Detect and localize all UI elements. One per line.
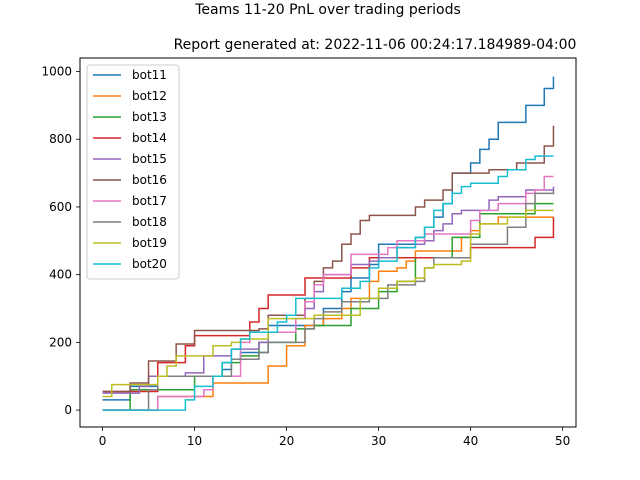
series-line-bot20 (102, 155, 554, 411)
legend-label-bot17: bot17 (132, 194, 167, 208)
x-tick-label: 0 (99, 434, 107, 448)
series-line-bot13 (102, 202, 554, 411)
legend-label-bot16: bot16 (132, 173, 167, 187)
x-tick-label: 40 (463, 434, 478, 448)
y-tick-label: 400 (49, 268, 72, 282)
legend-label-bot19: bot19 (132, 236, 167, 250)
chart-suptitle: Teams 11-20 PnL over trading periods (194, 2, 461, 18)
y-axis: 0 200 400 600 800 1000 (41, 65, 80, 417)
y-tick-label: 0 (64, 403, 72, 417)
legend-label-bot13: bot13 (132, 110, 167, 124)
legend-label-bot15: bot15 (132, 152, 167, 166)
legend-label-bot20: bot20 (132, 257, 167, 271)
series-line-bot16 (102, 125, 555, 393)
x-axis: 0 10 20 30 40 50 (99, 427, 570, 448)
legend-label-bot12: bot12 (132, 89, 167, 103)
x-tick-label: 20 (279, 434, 294, 448)
legend-label-bot14: bot14 (132, 131, 167, 145)
x-tick-label: 50 (555, 434, 570, 448)
series-line-bot19 (102, 209, 554, 398)
legend-label-bot18: bot18 (132, 215, 167, 229)
y-tick-label: 600 (49, 200, 72, 214)
y-tick-label: 800 (49, 132, 72, 146)
chart-title: Report generated at: 2022-11-06 00:24:17… (174, 37, 577, 53)
series-line-bot14 (102, 217, 555, 393)
y-tick-label: 200 (49, 335, 72, 349)
x-tick-label: 30 (371, 434, 386, 448)
x-tick-label: 10 (187, 434, 202, 448)
series-line-bot17 (102, 175, 554, 411)
series-line-bot18 (102, 190, 555, 411)
legend-box (86, 64, 180, 280)
legend-label-bot11: bot11 (132, 68, 167, 82)
legend: bot11 bot12 bot13 bot14 bot15 bot16 bot17 bot18… (86, 64, 180, 280)
y-tick-label: 1000 (41, 65, 72, 79)
plot-area (102, 76, 555, 411)
axes-frame (79, 57, 577, 428)
